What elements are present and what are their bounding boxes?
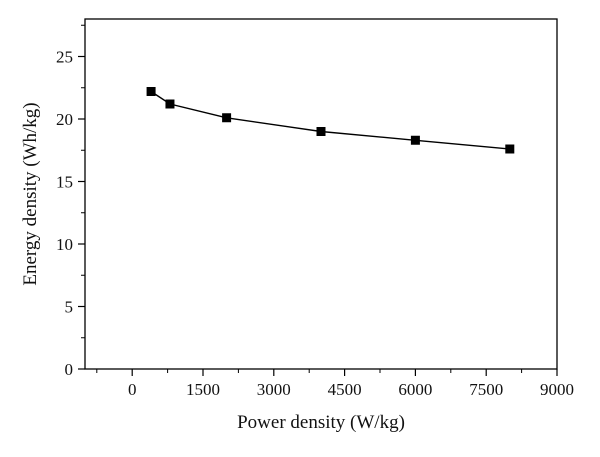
data-point: [410, 135, 420, 145]
axes: [84, 18, 558, 370]
x-axis-title: Power density (W/kg): [237, 412, 405, 433]
x-tick-label: 1500: [186, 380, 220, 399]
data-point: [165, 99, 175, 109]
plot-frame: [84, 18, 558, 370]
ticks: 0 1500 3000 4500 6000 7500 9000 0 5 10 15 20 25: [56, 24, 574, 399]
y-tick-label: 25: [56, 48, 73, 67]
x-tick-label: 9000: [540, 380, 574, 399]
y-tick-label: 10: [56, 235, 73, 254]
series-line: [150, 90, 510, 150]
x-tick-label: 4500: [328, 380, 362, 399]
y-tick-label: 0: [65, 360, 74, 379]
data-point: [505, 144, 515, 154]
x-tick-label: 3000: [257, 380, 291, 399]
y-axis-title: Energy density (Wh/kg): [20, 102, 41, 285]
y-tick-label: 20: [56, 110, 73, 129]
x-tick-label: 0: [128, 380, 137, 399]
series: [146, 87, 515, 154]
x-tick-label: 6000: [398, 380, 432, 399]
data-point: [316, 127, 326, 136]
data-point: [146, 87, 156, 96]
y-tick-label: 15: [56, 173, 73, 192]
x-tick-label: 7500: [469, 380, 503, 399]
data-point: [222, 113, 232, 123]
y-tick-label: 5: [65, 298, 74, 317]
